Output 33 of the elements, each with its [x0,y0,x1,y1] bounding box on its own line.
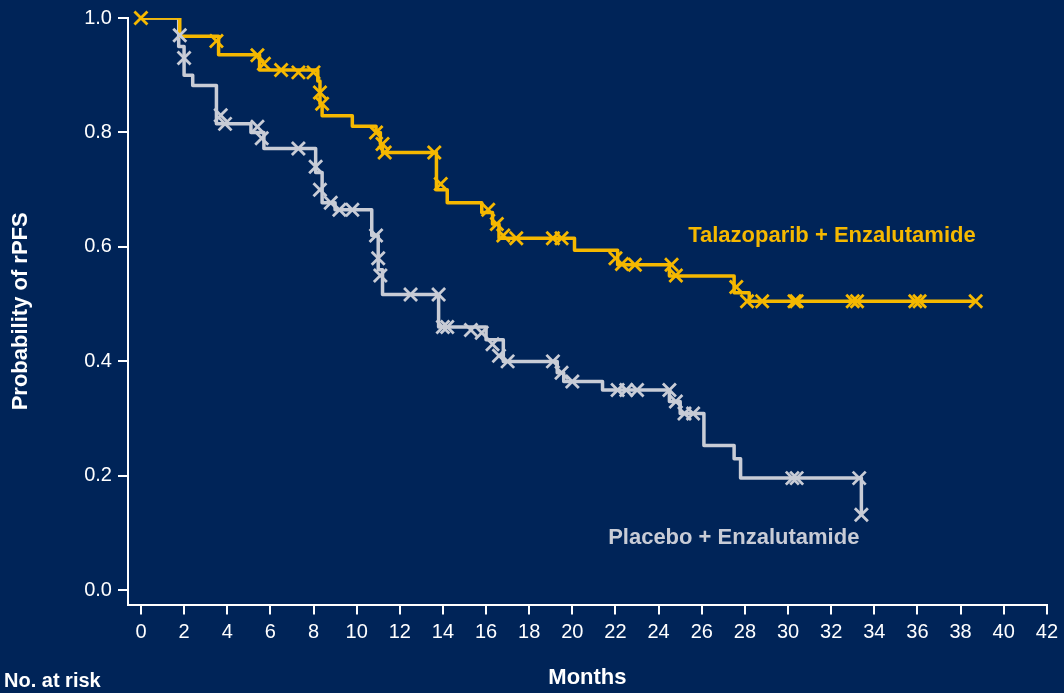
x-axis-title: Months [548,663,627,689]
y-tick-label: 0.0 [84,577,112,600]
x-tick-label: 8 [307,620,320,643]
x-tick-label: 16 [474,620,498,643]
x-tick-label: 24 [647,620,670,643]
x-tick-label: 10 [345,620,368,643]
x-tick-label: 22 [604,620,627,643]
x-tick-label: 38 [949,620,972,643]
x-tick-label: 4 [221,620,233,643]
y-tick-label: 1.0 [84,5,112,28]
x-tick-label: 40 [992,620,1015,643]
x-tick-label: 28 [733,620,757,643]
y-tick-label: 0.4 [84,348,112,371]
x-tick-label: 12 [388,620,411,643]
series-label: Talazoparib + Enzalutamide [688,222,976,248]
series-label: Placebo + Enzalutamide [608,523,860,549]
y-tick-label: 0.8 [84,119,112,142]
x-tick-label: 14 [431,620,455,643]
y-tick-label: 0.6 [84,234,112,257]
text: No. at risk [4,668,102,691]
y-axis-title: Probability of rPFS [7,212,33,411]
x-tick-label: 2 [178,620,190,643]
x-tick-label: 18 [518,620,541,643]
x-tick-label: 0 [135,620,147,643]
x-tick-label: 30 [776,620,800,643]
y-tick-label: 0.2 [84,463,112,486]
x-tick-label: 26 [690,620,713,643]
x-tick-label: 34 [863,620,886,643]
x-tick-label: 6 [264,620,276,643]
x-tick-label: 32 [820,620,843,643]
x-tick-label: 42 [1035,620,1058,643]
x-tick-label: 36 [906,620,929,643]
x-tick-label: 20 [561,620,584,643]
